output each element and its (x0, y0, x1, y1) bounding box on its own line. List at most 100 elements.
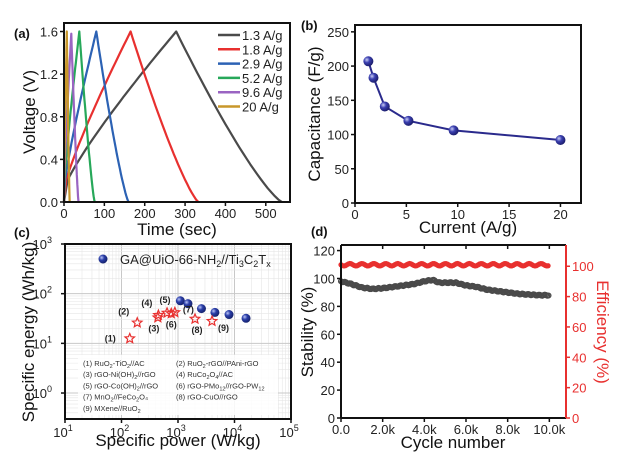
reference-legend-entry: (9) MXene//RuO2 (83, 404, 141, 415)
reference-legend-box (78, 355, 278, 415)
y-tick-label-d: 100 (313, 271, 335, 286)
reference-legend-entry: (1) RuO2-TiO2//AC (83, 359, 145, 370)
y2-tick-label-d: 20 (572, 381, 586, 396)
y-tick-label-b: 0 (342, 196, 349, 211)
legend-label: 20 A/g (242, 100, 279, 115)
x-axis-title-a: Time (sec) (137, 220, 217, 239)
series-stability (337, 276, 552, 299)
x-tick-label-d: 4.0k (412, 422, 437, 437)
data-point-capacitance (368, 72, 379, 83)
x-tick-label-c: 102 (110, 423, 129, 440)
y2-tick-label-d: 0 (572, 411, 579, 426)
y-tick-label-c: 102 (33, 285, 52, 302)
data-point-stability (545, 292, 552, 299)
series-line-1-8-A-g (62, 30, 200, 203)
y-tick-label-c: 101 (33, 334, 52, 351)
data-point-reference-star (130, 316, 144, 329)
x-tick-label-a: 200 (134, 206, 156, 221)
y-tick-label-b: 100 (327, 128, 349, 143)
panel-a-voltage-time: (a) 0 100 200 300 400 500 0.0 0.4 0.8 1.2 1.6 1.3 A… (14, 22, 291, 239)
legend-label: 2.9 A/g (242, 57, 282, 72)
data-label-reference: (2) (118, 307, 129, 317)
reference-legend-entry: (8) rGO-CuO//rGO (176, 393, 238, 402)
data-point-reference-star (205, 314, 219, 327)
x-tick-label-d: 10.0k (533, 422, 565, 437)
data-label-reference: (3) (148, 324, 159, 334)
reference-legend-entry: (7) MnO2//FeCo2O₄ (83, 393, 148, 404)
data-label-reference: (7) (183, 304, 194, 314)
reference-legend-entry: (6) rGO-PMo12//rGO-PW12 (176, 381, 265, 392)
y-tick-label-d: 0 (328, 411, 335, 426)
x-tick-label-b: 0 (351, 207, 358, 222)
x-tick-label-b: 20 (553, 207, 567, 222)
reference-legend-entry: (2) RuO2-rGO//PAni-rGO (176, 359, 259, 370)
data-point-capacitance (403, 115, 414, 126)
data-label-reference: (4) (141, 298, 152, 308)
panel-label-a: (a) (14, 26, 30, 41)
series-line-9-6-A-g (62, 32, 80, 203)
x-tick-label-a: 400 (215, 206, 237, 221)
x-axis-title-b: Current (A/g) (419, 218, 517, 237)
data-label-reference: (8) (192, 325, 203, 335)
y-tick-label-a: 0.8 (40, 110, 58, 125)
axes-frame-a (63, 22, 291, 203)
data-point-reference-star (188, 312, 202, 325)
x-tick-label-b: 5 (403, 207, 410, 222)
x-tick-label-a: 0 (60, 206, 67, 221)
x-tick-label-b: 10 (450, 207, 464, 222)
x-tick-label-a: 100 (94, 206, 116, 221)
y-tick-label-a: 1.2 (40, 67, 58, 82)
x-tick-label-d: 6.0k (454, 422, 479, 437)
y-tick-label-d: 20 (321, 383, 335, 398)
y-tick-label-b: 250 (327, 25, 349, 40)
data-label-reference: (9) (218, 323, 229, 333)
panel-label-b: (b) (301, 18, 318, 33)
y-tick-label-a: 0.4 (40, 152, 58, 167)
reference-legend-entry: (3) rGO-Ni(OH)2//rGO (83, 370, 156, 381)
x-tick-label-a: 500 (255, 206, 277, 221)
y-axis-title-d: Stability (%) (298, 287, 317, 378)
panel-label-d: (d) (311, 224, 328, 239)
reference-legend-entry: (5) rGO-Co(OH)2//rGO (83, 381, 158, 392)
data-point-ga-uio (196, 304, 206, 314)
y2-tick-label-d: 80 (572, 290, 586, 305)
x-tick-label-d: 8.0k (495, 422, 520, 437)
y-tick-label-b: 50 (335, 162, 349, 177)
y2-axis-title-d: Efficiency (%) (593, 280, 612, 384)
y-tick-label-c: 100 (33, 384, 52, 401)
y-axis-title-c: Specific energy (Wh/kg) (19, 242, 38, 422)
axes-frame-b (354, 24, 582, 204)
y-axis-title-a: Voltage (V) (20, 70, 39, 154)
legend-label: 9.6 A/g (242, 85, 282, 100)
y-tick-label-b: 200 (327, 59, 349, 74)
series-line-1-3-A-g (62, 30, 283, 203)
legend-marker-ga-uio (98, 254, 108, 264)
data-point-capacitance (448, 125, 459, 136)
data-label-reference: (1) (105, 334, 116, 344)
x-tick-label-c: 104 (223, 423, 242, 440)
data-point-capacitance (379, 101, 390, 112)
plot-area-d: 0.0 2.0k 4.0k 6.0k 8.0k 10.0k 0 20 40 60 80 100 120 0… (313, 244, 593, 437)
y-tick-label-a: 1.6 (40, 25, 58, 40)
data-point-ga-uio (210, 307, 220, 317)
data-point-reference-star (152, 308, 165, 321)
reference-legend-entry: (4) RuCo2O4//AC (176, 370, 234, 381)
y2-tick-label-d: 100 (572, 259, 594, 274)
panel-label-c: (c) (14, 225, 30, 240)
panel-c-ragone-plot: (c) (1) (2) (3) (4) (5) (6) (7) (8) (9) GA@UiO-66… (14, 225, 299, 450)
data-label-reference: (5) (160, 295, 171, 305)
x-axis-title-c: Specific power (W/kg) (95, 431, 260, 450)
plot-area-c: (1) (2) (3) (4) (5) (6) (7) (8) (9) GA@UiO-66-NH2… (33, 235, 299, 440)
data-point-ga-uio (175, 296, 185, 306)
data-point-reference-star (123, 331, 136, 344)
data-point-efficiency (545, 263, 551, 269)
data-point-reference-star (151, 311, 165, 323)
y-axis-title-b: Capacitance (F/g) (305, 46, 324, 181)
legend-label: 1.8 A/g (242, 42, 282, 57)
y2-tick-label-d: 40 (572, 350, 586, 365)
series-efficiency (338, 260, 551, 269)
x-axis-title-d: Cycle number (401, 433, 506, 452)
series-line-capacitance (367, 61, 561, 141)
data-label-reference: (6) (166, 319, 177, 329)
